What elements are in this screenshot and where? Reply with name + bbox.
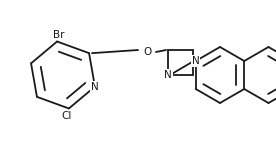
Text: N: N <box>91 82 99 92</box>
Text: Cl: Cl <box>62 111 72 121</box>
Text: O: O <box>144 47 152 57</box>
Text: Br: Br <box>53 30 65 40</box>
Text: N: N <box>164 70 172 80</box>
Text: N: N <box>192 56 200 66</box>
